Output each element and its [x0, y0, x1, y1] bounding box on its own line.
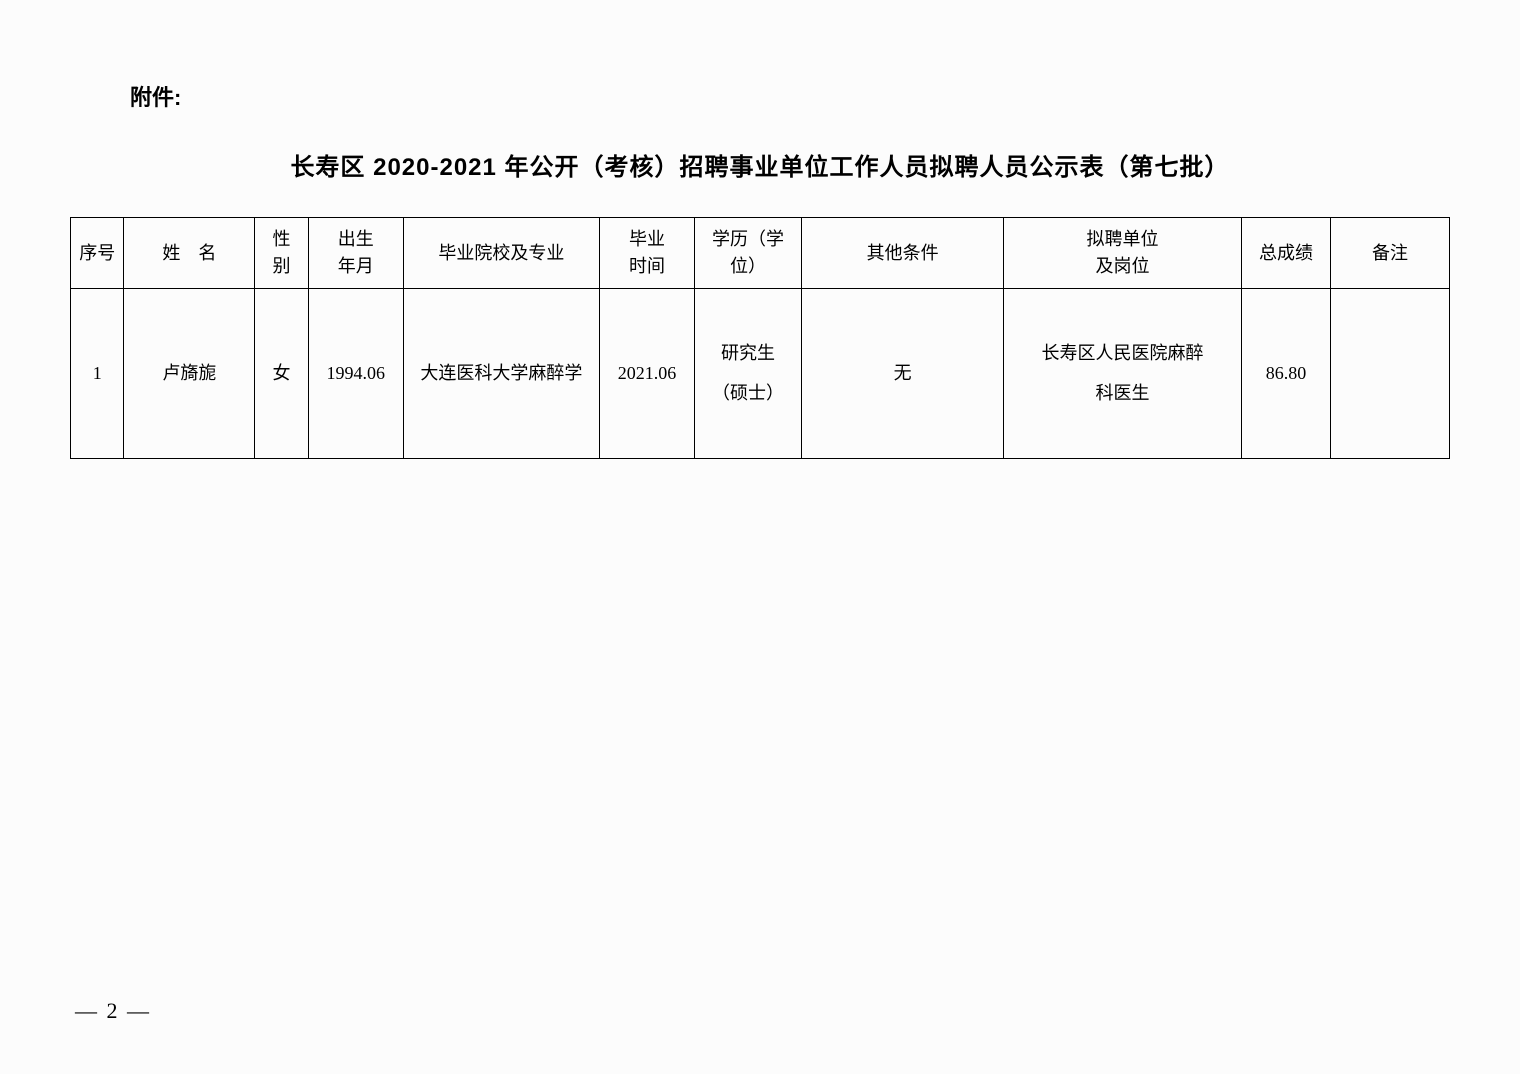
cell-school: 大连医科大学麻醉学: [403, 289, 599, 459]
announcement-table: 序号 姓 名 性别 出生年月 毕业院校及专业 毕业时间 学历（学位） 其他条件 …: [70, 217, 1450, 459]
page-number: — 2 —: [75, 998, 151, 1024]
col-header-seq: 序号: [71, 218, 124, 289]
col-header-gender: 性别: [255, 218, 308, 289]
cell-unit-line1: 长寿区人民医院麻醉: [1008, 334, 1237, 374]
col-header-school: 毕业院校及专业: [403, 218, 599, 289]
col-header-degree: 学历（学位）: [695, 218, 802, 289]
attachment-label: 附件:: [130, 80, 1450, 112]
col-header-remark: 备注: [1331, 218, 1450, 289]
cell-unit: 长寿区人民医院麻醉 科医生: [1004, 289, 1242, 459]
cell-score: 86.80: [1241, 289, 1330, 459]
table-row: 1 卢旖旎 女 1994.06 大连医科大学麻醉学 2021.06 研究生 （硕…: [71, 289, 1450, 459]
col-header-other: 其他条件: [802, 218, 1004, 289]
cell-degree-line1: 研究生: [699, 334, 797, 374]
col-header-score: 总成绩: [1241, 218, 1330, 289]
col-header-gradtime: 毕业时间: [599, 218, 694, 289]
col-header-unit: 拟聘单位及岗位: [1004, 218, 1242, 289]
col-header-birth: 出生年月: [308, 218, 403, 289]
table-header-row: 序号 姓 名 性别 出生年月 毕业院校及专业 毕业时间 学历（学位） 其他条件 …: [71, 218, 1450, 289]
cell-degree-line2: （硕士）: [699, 374, 797, 414]
page-title: 长寿区 2020-2021 年公开（考核）招聘事业单位工作人员拟聘人员公示表（第…: [70, 147, 1450, 182]
cell-name: 卢旖旎: [124, 289, 255, 459]
cell-other: 无: [802, 289, 1004, 459]
col-header-name: 姓 名: [124, 218, 255, 289]
cell-birth: 1994.06: [308, 289, 403, 459]
cell-seq: 1: [71, 289, 124, 459]
cell-degree: 研究生 （硕士）: [695, 289, 802, 459]
cell-remark: [1331, 289, 1450, 459]
cell-gender: 女: [255, 289, 308, 459]
cell-gradtime: 2021.06: [599, 289, 694, 459]
cell-unit-line2: 科医生: [1008, 374, 1237, 414]
